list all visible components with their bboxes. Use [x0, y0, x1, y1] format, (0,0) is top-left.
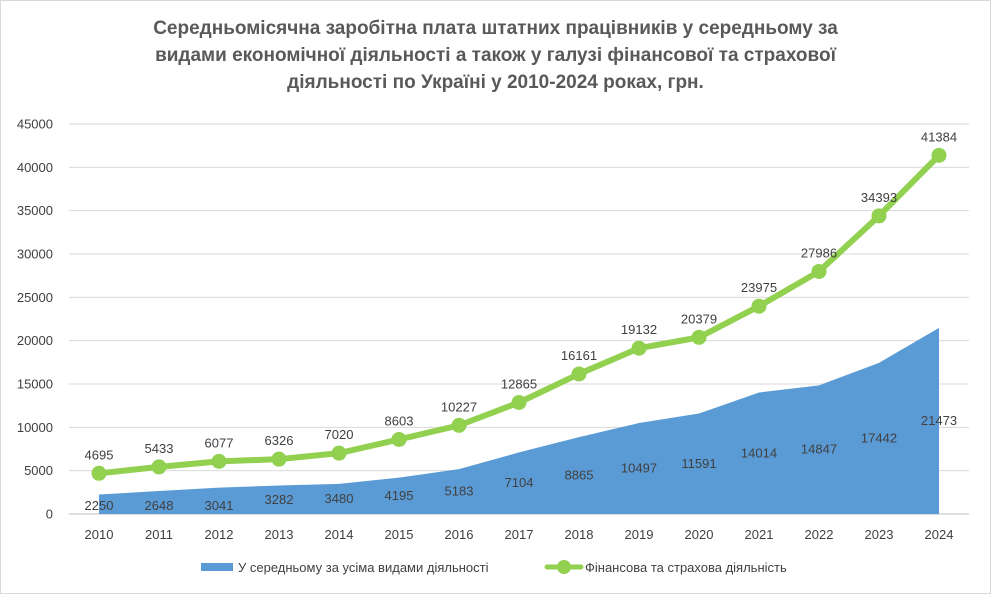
area-data-label: 8865 — [565, 468, 594, 483]
x-tick-label: 2021 — [745, 527, 774, 542]
chart-title-line-1: Середньомісячна заробітна плата штатних … — [153, 18, 838, 39]
chart-title-line-3: діяльності по Україні у 2010-2024 роках,… — [287, 72, 704, 93]
line-point — [571, 366, 587, 382]
chart-title: Середньомісячна заробітна плата штатних … — [1, 15, 990, 96]
line-data-label: 27986 — [801, 245, 837, 260]
line-data-label: 41384 — [921, 129, 957, 144]
line-point — [691, 329, 707, 345]
x-tick-label: 2014 — [325, 527, 354, 542]
y-tick-label: 45000 — [17, 117, 53, 132]
line-point — [271, 451, 287, 467]
line-data-label: 6077 — [205, 435, 234, 450]
x-tick-label: 2012 — [205, 527, 234, 542]
line-data-label: 12865 — [501, 377, 537, 392]
chart-title-line-2: видами економічної діяльності а також у … — [155, 45, 836, 66]
line-point — [811, 263, 827, 279]
line-point — [871, 208, 887, 224]
line-data-label: 6326 — [265, 433, 294, 448]
line-data-label: 8603 — [385, 413, 414, 428]
line-data-label: 16161 — [561, 348, 597, 363]
line-data-label: 5433 — [145, 441, 174, 456]
legend-label-average: У середньому за усіма видами діяльності — [238, 560, 489, 575]
line-data-label: 34393 — [861, 190, 897, 205]
line-point — [631, 340, 647, 356]
area-data-label: 4195 — [385, 488, 414, 503]
legend-label-finance: Фінансова та страхова діяльність — [585, 560, 787, 575]
line-data-label: 10227 — [441, 399, 477, 414]
line-point — [931, 147, 947, 163]
y-tick-label: 20000 — [17, 333, 53, 348]
line-point — [511, 395, 527, 411]
y-tick-label: 35000 — [17, 203, 53, 218]
area-data-label: 7104 — [505, 475, 534, 490]
area-series-average — [99, 327, 939, 514]
legend-swatch-average — [201, 563, 233, 571]
y-tick-label: 30000 — [17, 247, 53, 262]
legend-marker-finance — [557, 560, 571, 574]
y-tick-label: 25000 — [17, 290, 53, 305]
y-tick-label: 10000 — [17, 420, 53, 435]
area-data-label: 14847 — [801, 442, 837, 457]
line-point — [331, 445, 347, 461]
y-tick-label: 40000 — [17, 160, 53, 175]
line-point — [451, 417, 467, 433]
line-data-label: 7020 — [325, 427, 354, 442]
y-tick-label: 15000 — [17, 377, 53, 392]
area-data-label: 14014 — [741, 445, 777, 460]
area-data-label: 11591 — [681, 456, 716, 471]
x-tick-label: 2020 — [685, 527, 714, 542]
line-point — [151, 459, 167, 475]
x-tick-label: 2018 — [565, 527, 594, 542]
x-tick-label: 2015 — [385, 527, 414, 542]
x-tick-label: 2019 — [625, 527, 654, 542]
y-tick-label: 0 — [46, 507, 53, 522]
y-tick-label: 5000 — [24, 463, 53, 478]
area-data-label: 10497 — [621, 461, 657, 476]
x-tick-label: 2022 — [805, 527, 834, 542]
area-data-label: 2250 — [85, 498, 114, 513]
x-tick-label: 2016 — [445, 527, 474, 542]
x-tick-label: 2013 — [265, 527, 294, 542]
area-data-label: 3282 — [265, 492, 294, 507]
line-point — [211, 453, 227, 469]
line-point — [91, 465, 107, 481]
x-tick-label: 2017 — [505, 527, 534, 542]
x-tick-label: 2024 — [925, 527, 954, 542]
line-data-label: 23975 — [741, 280, 777, 295]
line-data-label: 4695 — [85, 447, 114, 462]
line-point — [391, 431, 407, 447]
x-tick-label: 2010 — [85, 527, 114, 542]
line-data-label: 19132 — [621, 322, 657, 337]
x-tick-label: 2023 — [865, 527, 894, 542]
line-point — [751, 298, 767, 314]
x-tick-label: 2011 — [145, 527, 173, 542]
area-data-label: 3480 — [325, 491, 354, 506]
area-data-label: 21473 — [921, 413, 957, 428]
area-data-label: 3041 — [205, 498, 234, 513]
area-data-label: 17442 — [861, 430, 897, 445]
area-data-label: 2648 — [145, 498, 174, 513]
line-data-label: 20379 — [681, 311, 717, 326]
area-data-label: 5183 — [445, 484, 474, 499]
